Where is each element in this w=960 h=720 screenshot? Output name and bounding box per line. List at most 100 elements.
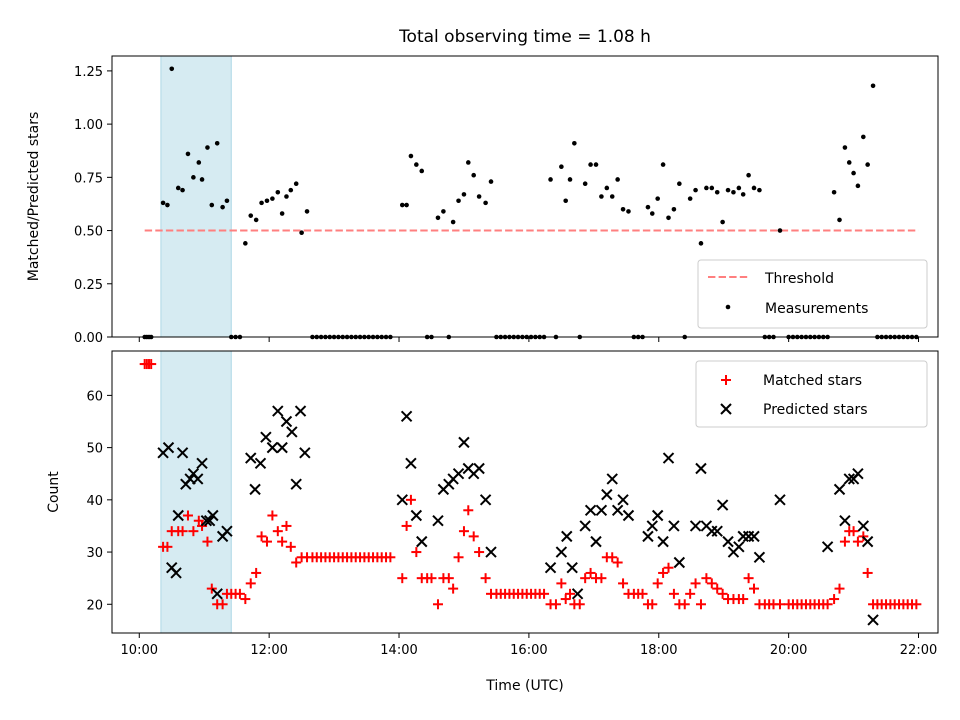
predicted-star-point <box>396 494 408 506</box>
top-legend-box <box>697 259 928 329</box>
matched-star-point <box>245 578 256 589</box>
matched-star-point <box>695 599 706 610</box>
matched-star-point <box>234 588 245 599</box>
predicted-star-point <box>196 457 208 469</box>
predicted-star-point <box>294 405 307 417</box>
predicted-star-point <box>221 525 233 537</box>
count-points <box>139 359 922 626</box>
matched-star-point <box>596 573 607 584</box>
predicted-star-point <box>839 515 851 527</box>
observing-span-bottom <box>160 350 232 634</box>
measurement-point <box>751 185 757 191</box>
predicted-star-point <box>280 415 293 428</box>
predicted-star-point <box>416 535 428 548</box>
matched-star-point <box>717 588 728 599</box>
measurement-point <box>299 230 304 235</box>
bottom-y-axis-label: Count <box>46 471 62 513</box>
measurement-point <box>572 140 577 146</box>
matched-star-point <box>550 599 561 610</box>
predicted-star-point <box>584 504 597 516</box>
matched-star-point <box>285 541 296 552</box>
matched-star-point <box>432 599 443 610</box>
predicted-star-point <box>458 436 470 449</box>
predicted-star-point <box>606 473 618 485</box>
predicted-star-point <box>748 530 760 543</box>
measurement-point <box>288 187 294 193</box>
matched-star-point <box>668 588 679 599</box>
measurement-point <box>740 192 746 197</box>
predicted-star-point <box>646 520 658 532</box>
predicted-star-point <box>207 509 219 522</box>
x-axis-label: Time (UTC) <box>485 678 563 694</box>
measurement-point <box>593 162 599 167</box>
top-y-ticks: 0.00 0.25 0.50 0.75 1.00 1.25 <box>74 65 112 346</box>
matched-star-point <box>251 567 262 578</box>
x-tick-label: 16:00 <box>510 643 547 658</box>
matched-star-point <box>443 573 454 584</box>
predicted-star-point <box>211 588 223 600</box>
matched-star-point <box>458 526 469 537</box>
matched-star-point <box>177 526 188 537</box>
measurement-point <box>865 162 870 167</box>
predicted-star-point <box>662 452 675 464</box>
predicted-star-point <box>843 473 855 485</box>
matched-star-point <box>663 562 674 573</box>
measurement-point <box>224 198 230 204</box>
measurement-point <box>846 160 852 165</box>
top-x-ticks <box>138 337 920 342</box>
measurement-point <box>175 185 181 191</box>
matched-star-point <box>580 573 591 584</box>
matched-star-point <box>411 547 422 558</box>
matched-star-point <box>685 588 696 599</box>
predicted-star-point <box>595 504 608 516</box>
predicted-star-point <box>867 614 879 626</box>
matched-star-point <box>202 536 213 547</box>
bottom-axes-frame <box>111 350 939 634</box>
measurement-point <box>709 185 715 191</box>
matched-star-point <box>267 510 278 521</box>
predicted-star-point <box>162 441 175 454</box>
predicted-star-point <box>571 588 584 600</box>
matched-star-point <box>539 588 550 599</box>
matched-star-point <box>272 526 283 537</box>
predicted-star-point <box>668 520 680 532</box>
measurement-point <box>461 192 467 197</box>
measurement-point <box>620 206 626 212</box>
predicted-star-point <box>203 515 216 527</box>
measurement-point <box>671 206 677 212</box>
predicted-star-point <box>852 468 864 480</box>
predicted-star-point <box>245 452 257 464</box>
matched-star-point <box>468 531 479 542</box>
measurement-point <box>645 204 651 210</box>
measurement-point <box>746 172 751 178</box>
predicted-star-point <box>555 546 568 558</box>
measurement-point <box>725 187 731 193</box>
measurement-point <box>626 209 631 214</box>
predicted-star-point <box>642 530 654 543</box>
matched-star-point <box>652 578 663 589</box>
measurement-point <box>660 162 666 167</box>
measurement-point <box>649 211 655 216</box>
measurement-point <box>196 160 202 165</box>
predicted-star-point <box>272 405 284 417</box>
measurement-point <box>248 213 254 218</box>
measurement-point <box>404 202 409 208</box>
matched-star-point <box>690 578 701 589</box>
matched-star-point <box>206 583 217 594</box>
predicted-star-point <box>473 462 485 475</box>
predicted-star-point <box>821 541 834 553</box>
measurement-point <box>736 185 742 191</box>
predicted-star-point <box>452 468 465 480</box>
measurement-point <box>777 228 783 233</box>
measurement-point <box>714 189 720 195</box>
measurement-point <box>698 241 704 246</box>
predicted-star-point <box>673 556 686 569</box>
measurement-point <box>408 153 414 159</box>
measurement-point <box>471 172 476 178</box>
measurement-point <box>687 196 693 201</box>
matched-star-point <box>281 520 292 531</box>
measurement-point <box>169 66 175 72</box>
predicted-star-point <box>260 431 272 443</box>
predicted-star-point <box>833 483 846 496</box>
